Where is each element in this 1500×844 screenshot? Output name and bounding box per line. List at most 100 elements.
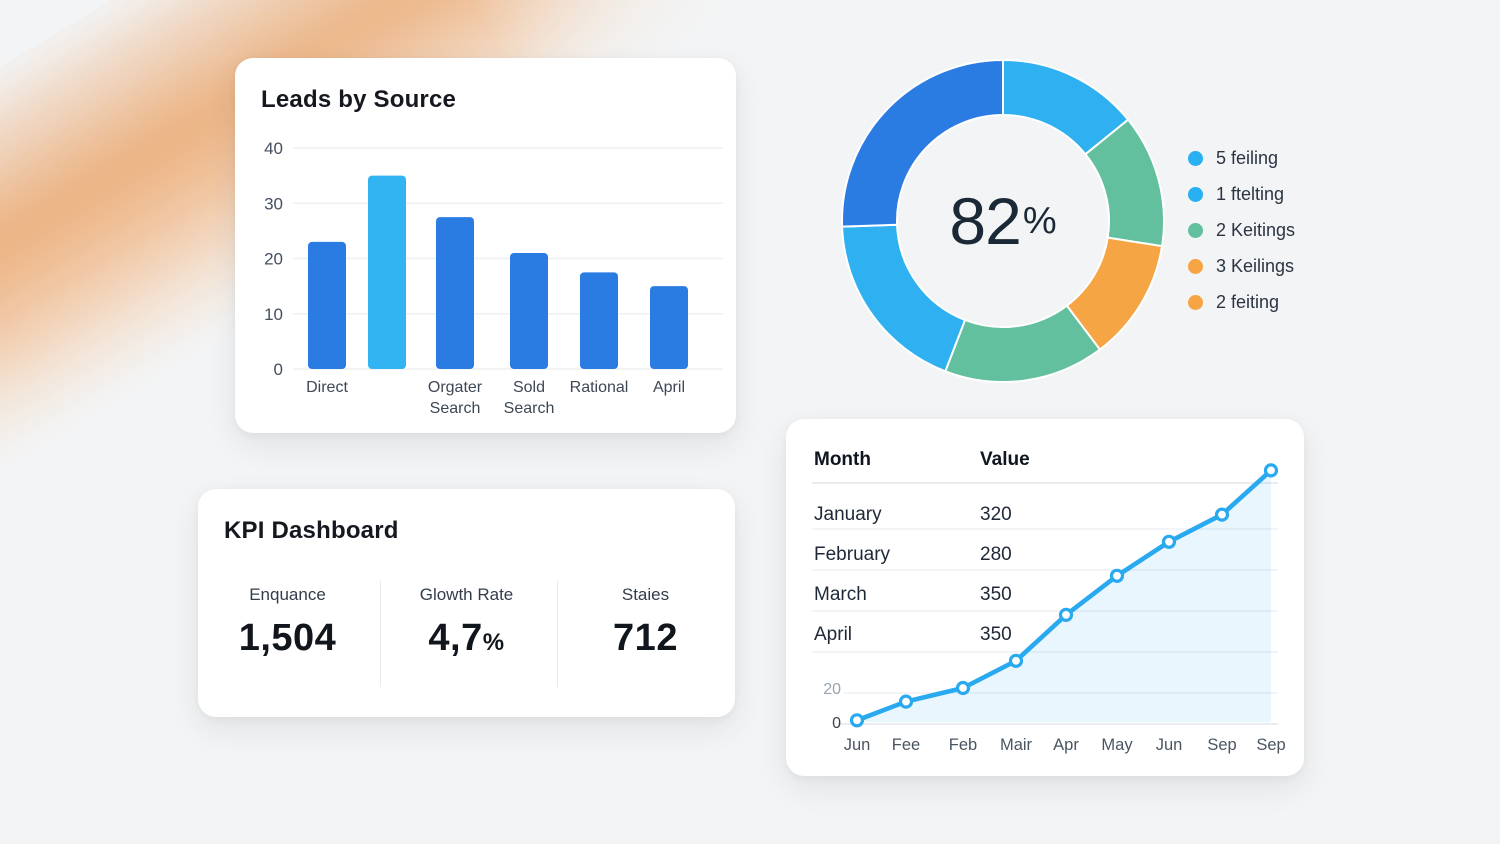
legend-item: 2 Keitings <box>1188 212 1295 248</box>
y-tick-label: 40 <box>264 139 283 158</box>
table-header-month: Month <box>814 449 871 470</box>
data-point-marker <box>849 713 865 728</box>
data-point-marker <box>1008 653 1024 668</box>
donut-legend: 5 feiling 1 ftelting 2 Keitings 3 Keilin… <box>1188 140 1295 320</box>
kpi-card-title: KPI Dashboard <box>224 517 399 544</box>
trend-x-axis-labels: Jun Fee Feb Mair Apr May Jun Sep Sep <box>844 736 1286 754</box>
category-label: Direct <box>306 379 348 396</box>
data-point-marker <box>955 680 971 696</box>
kpi-metric-growth-rate: Glowth Rate 4,7% <box>377 581 556 693</box>
data-point-marker <box>1161 534 1177 549</box>
donut-segment <box>841 223 967 373</box>
legend-item: 2 feiting <box>1188 284 1295 320</box>
category-label: Orgater Search <box>428 379 483 417</box>
donut-segment <box>841 59 1004 228</box>
table-row: February 280 <box>814 535 1030 575</box>
legend-item: 5 feiling <box>1188 140 1295 176</box>
leads-bar-chart: 0 10 20 30 40 Direct Orgater Search Sold Search Ra… <box>264 139 723 417</box>
table-row: April 350 <box>814 615 1030 655</box>
x-tick-label: Feb <box>949 736 977 754</box>
kpi-label: Enquance <box>249 585 326 604</box>
kpi-dashboard-card: KPI Dashboard Enquance 1,504 Glowth Rate… <box>198 489 735 717</box>
legend-dot-icon <box>1188 150 1203 166</box>
score-donut-chart: 82 % <box>840 58 1166 384</box>
category-label: Rational <box>570 379 629 396</box>
legend-label: 3 Keilings <box>1216 255 1295 276</box>
table-cell-month: January <box>814 504 882 525</box>
legend-label: 2 feiting <box>1216 291 1280 312</box>
legend-item: 3 Keilings <box>1188 248 1295 284</box>
kpi-divider <box>557 581 558 687</box>
legend-item: 1 ftelting <box>1188 176 1295 212</box>
table-cell-value: 350 <box>980 624 1012 645</box>
x-tick-label: Apr <box>1053 736 1079 754</box>
data-point-marker <box>1263 463 1279 478</box>
table-header-row: Month Value <box>814 449 1030 471</box>
monthly-trend-card: 20 0 Jun Fee Feb Mair Apr May Jun Sep Sep Month Va… <box>786 419 1304 776</box>
kpi-value: 1,504 <box>238 617 337 659</box>
legend-dot-icon <box>1188 258 1203 274</box>
data-point-marker <box>1109 568 1125 583</box>
table-cell-month: April <box>814 624 853 645</box>
y-tick-label: 30 <box>264 194 283 213</box>
kpi-value: 712 <box>613 617 678 659</box>
table-cell-value: 320 <box>980 504 1012 525</box>
trend-y-tick-label: 20 <box>823 681 841 698</box>
y-tick-label: 0 <box>274 360 283 379</box>
x-tick-label: Jun <box>844 736 871 754</box>
bar-orgater-search <box>436 217 474 369</box>
x-tick-label: Fee <box>892 736 920 754</box>
kpi-value: 4,7% <box>428 617 505 659</box>
table-body: January 320 February 280 March 350 April… <box>814 495 1030 655</box>
trend-y-tick-label: 0 <box>832 715 841 732</box>
legend-label: 1 ftelting <box>1216 183 1285 204</box>
trend-data-points <box>849 463 1279 728</box>
table-row: January 320 <box>814 495 1030 535</box>
kpi-divider <box>380 581 381 687</box>
x-tick-label: Sep <box>1207 736 1236 754</box>
kpi-metrics-row: Enquance 1,504 Glowth Rate 4,7% Staies 7… <box>198 581 735 693</box>
kpi-label: Staies <box>621 585 670 604</box>
x-tick-label: Sep <box>1256 736 1285 754</box>
category-label: April <box>653 379 685 396</box>
legend-dot-icon <box>1188 294 1203 310</box>
table-cell-value: 280 <box>980 544 1012 565</box>
bar-direct <box>308 241 346 369</box>
data-point-marker <box>1058 607 1074 622</box>
table-cell-value: 350 <box>980 584 1012 605</box>
leads-card-title: Leads by Source <box>261 86 457 113</box>
y-tick-label: 10 <box>264 305 283 324</box>
data-point-marker <box>898 694 914 709</box>
bar-y-axis-ticks: 0 10 20 30 40 <box>264 139 283 379</box>
bar-category-labels: Direct Orgater Search Sold Search Rational Apr… <box>306 379 685 417</box>
category-label: Sold Search <box>504 379 555 417</box>
legend-label: 5 feiling <box>1216 147 1279 168</box>
bar-unlabeled <box>368 175 406 369</box>
trend-gridlines <box>812 482 1278 725</box>
kpi-label: Glowth Rate <box>419 585 514 604</box>
x-tick-label: Jun <box>1156 736 1183 754</box>
month-value-table: Month Value January 320 February 280 Mar… <box>814 449 1030 655</box>
donut-rings <box>841 59 1165 383</box>
kpi-metric-enquance: Enquance 1,504 <box>198 581 377 693</box>
bar-sold-search <box>510 252 548 369</box>
table-cell-month: February <box>814 544 891 565</box>
y-tick-label: 20 <box>264 250 283 269</box>
legend-label: 2 Keitings <box>1216 219 1296 240</box>
table-header-value: Value <box>980 449 1030 470</box>
x-tick-label: May <box>1101 736 1133 754</box>
trend-area-fill <box>857 470 1271 722</box>
data-point-marker <box>1214 507 1230 522</box>
kpi-metric-staies: Staies 712 <box>556 581 735 693</box>
legend-dot-icon <box>1188 222 1203 238</box>
table-row: March 350 <box>814 575 1030 615</box>
bars <box>308 175 688 369</box>
table-cell-month: March <box>814 584 867 605</box>
leads-by-source-card: 0 10 20 30 40 Direct Orgater Search Sold Search Ra… <box>235 58 736 433</box>
bar-april <box>650 286 688 369</box>
bar-rational <box>580 272 618 369</box>
legend-dot-icon <box>1188 186 1203 202</box>
x-tick-label: Mair <box>1000 736 1033 754</box>
